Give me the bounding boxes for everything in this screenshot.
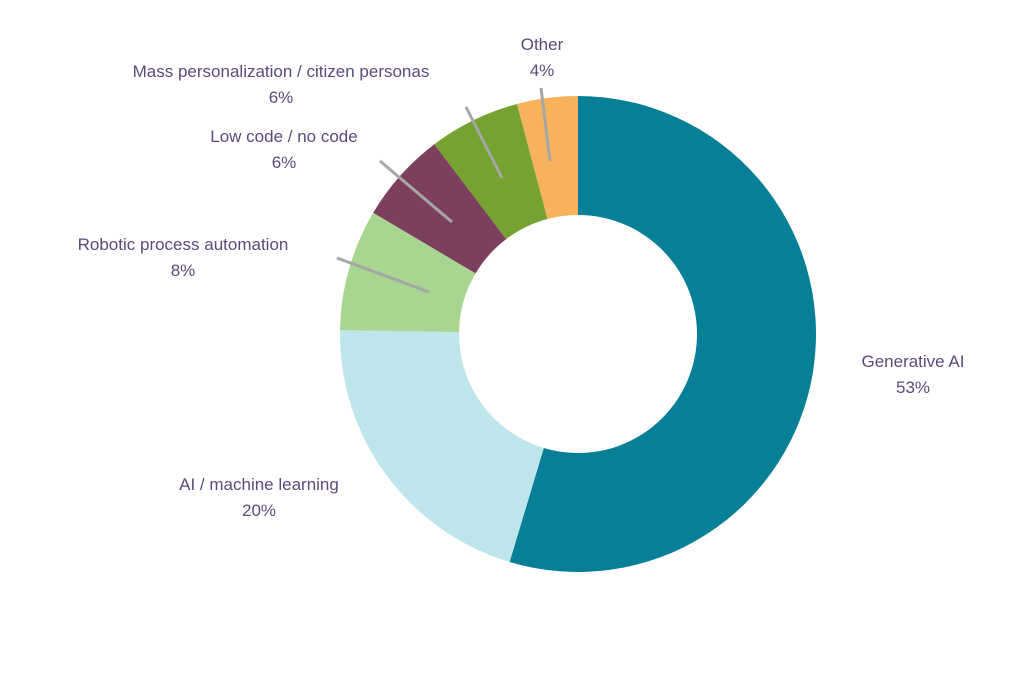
slice-label-ai-machine-learning: AI / machine learning <box>179 475 339 494</box>
slice-label-robotic-process-automation: Robotic process automation <box>78 235 289 254</box>
leader-line <box>379 159 453 224</box>
slice-value-mass-personalization-citizen-personas: 6% <box>269 88 294 107</box>
slice-low-code-no-code <box>373 144 507 274</box>
slice-generative-ai <box>509 96 817 572</box>
slice-label-other: Other <box>521 35 564 54</box>
slice-value-generative-ai: 53% <box>896 378 930 397</box>
slice-value-low-code-no-code: 6% <box>272 153 297 172</box>
slice-value-robotic-process-automation: 8% <box>171 261 196 280</box>
leader-lines-group <box>336 87 552 294</box>
slice-value-ai-machine-learning: 20% <box>242 501 276 520</box>
leader-line <box>539 87 552 162</box>
leader-line <box>464 106 504 179</box>
slice-label-generative-ai: Generative AI <box>861 352 964 371</box>
slice-mass-personalization-citizen-personas <box>434 103 548 240</box>
slice-robotic-process-automation <box>340 212 476 333</box>
slice-other <box>517 96 578 219</box>
slice-label-low-code-no-code: Low code / no code <box>210 127 357 146</box>
labels-group: Generative AI 53% AI / machine learning 20%… <box>78 35 965 520</box>
slice-value-other: 4% <box>530 61 555 80</box>
slice-ai-machine-learning <box>340 330 544 562</box>
slice-label-mass-personalization-citizen-personas: Mass personalization / citizen personas <box>133 62 430 81</box>
leader-line <box>336 256 430 294</box>
slices-group <box>340 96 817 572</box>
